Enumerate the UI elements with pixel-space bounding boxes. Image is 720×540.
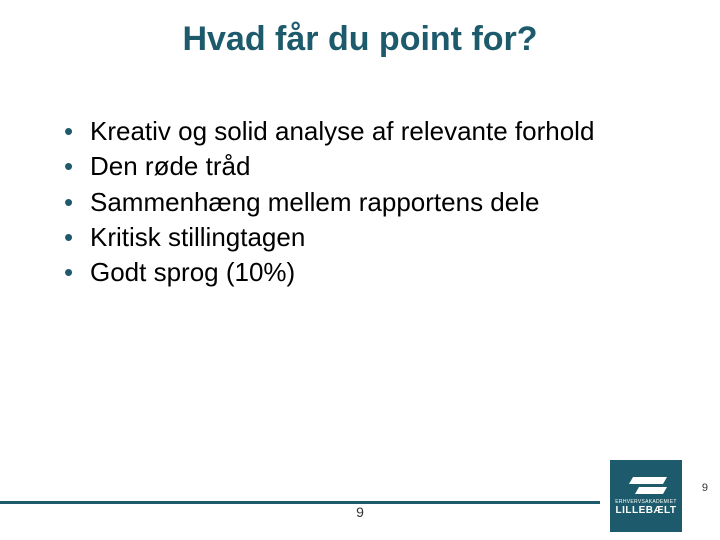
bullet-list: Kreativ og solid analyse af relevante fo… bbox=[62, 115, 622, 289]
logo-text-large: LILLEBÆLT bbox=[616, 505, 677, 516]
footer-right-page-number: 9 bbox=[702, 482, 708, 494]
bullet-text: Kreativ og solid analyse af relevante fo… bbox=[90, 116, 594, 146]
logo-mark-icon bbox=[629, 477, 663, 495]
bullet-text: Den røde tråd bbox=[90, 151, 250, 181]
bullet-text: Sammenhæng mellem rapportens dele bbox=[90, 187, 539, 217]
list-item: Den røde tråd bbox=[62, 150, 622, 183]
slide-title: Hvad får du point for? bbox=[0, 20, 720, 59]
list-item: Godt sprog (10%) bbox=[62, 256, 622, 289]
list-item: Sammenhæng mellem rapportens dele bbox=[62, 186, 622, 219]
bullet-text: Godt sprog (10%) bbox=[90, 257, 295, 287]
bullet-text: Kritisk stillingtagen bbox=[90, 222, 305, 252]
slide-content: Kreativ og solid analyse af relevante fo… bbox=[62, 115, 622, 291]
list-item: Kritisk stillingtagen bbox=[62, 221, 622, 254]
brand-logo: ERHVERVSAKADEMIET LILLEBÆLT bbox=[610, 460, 682, 532]
slide-container: Hvad får du point for? Kreativ og solid … bbox=[0, 0, 720, 540]
list-item: Kreativ og solid analyse af relevante fo… bbox=[62, 115, 622, 148]
